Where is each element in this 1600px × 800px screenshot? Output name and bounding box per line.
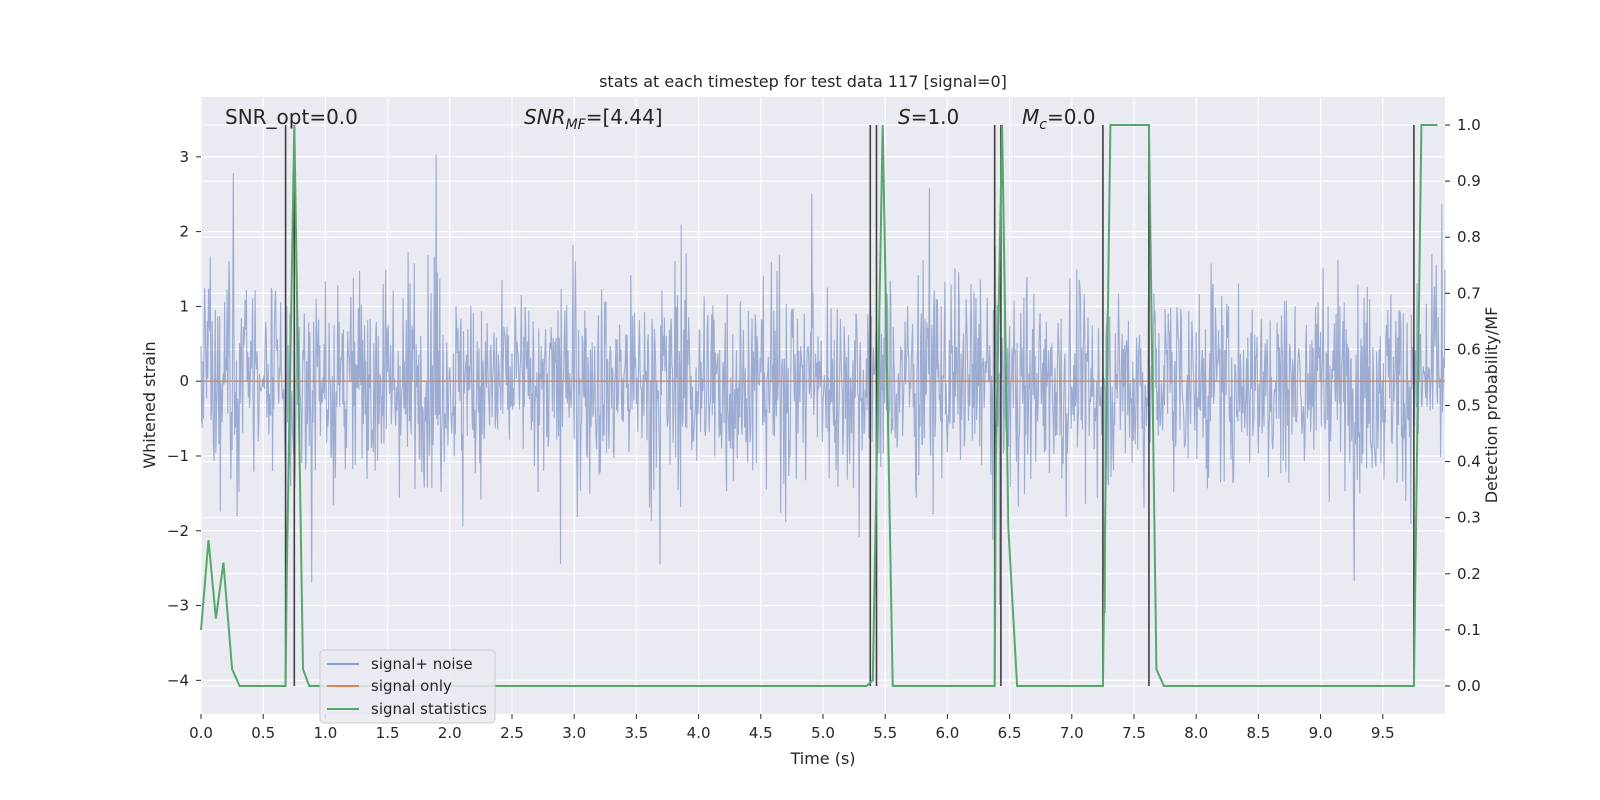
y2-tick-label: 0.1 [1457, 621, 1481, 639]
y2-tick-label: 0.2 [1457, 565, 1481, 583]
y-tick-label: −3 [167, 597, 189, 615]
legend: signal+ noise signal only signal statist… [319, 649, 496, 724]
y-tick-label: 1 [179, 297, 189, 315]
annotation-s-symbol: S [898, 105, 911, 129]
annotation-s-value: =1.0 [911, 105, 960, 129]
x-tick-label: 3.0 [562, 724, 586, 742]
vertical-markers [284, 125, 1415, 686]
y2-tick-label: 0.9 [1457, 172, 1481, 190]
y-axis-label: Whitened strain [140, 341, 159, 468]
signal-statistics-line [200, 124, 1438, 687]
legend-label-signal-only: signal only [371, 677, 452, 695]
y2-tick-label: 0.4 [1457, 453, 1481, 471]
annotation-snr-mf-subscript: MF [566, 117, 587, 133]
y-tick-label: 2 [179, 223, 189, 241]
y-tick-label: −2 [167, 522, 189, 540]
x-tick-label: 8.5 [1246, 724, 1270, 742]
annotation-mc: Mc=0.0 [1022, 105, 1096, 133]
y2-axis-label: Detection probability/MF [1482, 307, 1501, 504]
legend-label-signal-noise: signal+ noise [371, 655, 473, 673]
signal-noise-line [200, 154, 1446, 614]
y2-tick-label: 1.0 [1457, 116, 1481, 134]
x-tick-label: 4.0 [687, 724, 711, 742]
x-tick-label: 1.5 [376, 724, 400, 742]
y-tick-label: −1 [167, 447, 189, 465]
y-axis-ticks: −4 −3 −2 −1 0 1 2 3 [167, 148, 201, 689]
y2-axis-ticks: 0.0 0.1 0.2 0.3 0.4 0.5 0.6 0.7 0.8 0.9 1.0 [1445, 116, 1481, 695]
y2-tick-label: 0.3 [1457, 509, 1481, 527]
x-tick-label: 0.0 [189, 724, 213, 742]
annotation-mc-symbol: M [1022, 105, 1039, 129]
y2-tick-label: 0.6 [1457, 340, 1481, 358]
x-axis-ticks: 0.0 0.5 1.0 1.5 2.0 2.5 3.0 3.5 4.0 4.5 5.0 5.5 6.0 6… [189, 714, 1395, 742]
y2-tick-label: 0.7 [1457, 284, 1481, 302]
annotation-s: S=1.0 [898, 105, 959, 129]
annotation-mc-subscript: c [1039, 117, 1047, 133]
annotation-snr-mf: SNRMF=[4.44] [524, 105, 663, 133]
x-tick-label: 1.0 [313, 724, 337, 742]
x-tick-label: 5.5 [873, 724, 897, 742]
x-tick-label: 6.5 [998, 724, 1022, 742]
y2-tick-label: 0.8 [1457, 228, 1481, 246]
x-tick-label: 6.0 [935, 724, 959, 742]
x-tick-label: 4.5 [749, 724, 773, 742]
annotation-snr-mf-value: =[4.44] [586, 105, 663, 129]
x-tick-label: 5.0 [811, 724, 835, 742]
x-tick-label: 0.5 [251, 724, 275, 742]
y-tick-label: 3 [179, 148, 189, 166]
x-axis-label: Time (s) [789, 749, 855, 768]
x-tick-label: 2.0 [438, 724, 462, 742]
x-tick-label: 3.5 [624, 724, 648, 742]
chart-title: stats at each timestep for test data 117… [599, 72, 1007, 91]
annotation-snr-mf-symbol: SNR [524, 105, 566, 129]
x-tick-label: 7.5 [1122, 724, 1146, 742]
x-tick-label: 7.0 [1060, 724, 1084, 742]
signal-statistics-trace [200, 124, 1438, 687]
y-tick-label: 0 [179, 372, 189, 390]
annotations: SNR_opt=0.0 SNRMF=[4.44] S=1.0 Mc=0.0 [225, 105, 1096, 133]
x-tick-label: 9.5 [1371, 724, 1395, 742]
legend-label-signal-statistics: signal statistics [371, 700, 487, 718]
y-tick-label: −4 [167, 671, 189, 689]
y2-tick-label: 0.5 [1457, 397, 1481, 415]
x-tick-label: 8.0 [1184, 724, 1208, 742]
x-tick-label: 2.5 [500, 724, 524, 742]
noise-trace [200, 154, 1446, 614]
x-tick-label: 9.0 [1309, 724, 1333, 742]
y2-tick-label: 0.0 [1457, 677, 1481, 695]
legend-box [319, 649, 496, 724]
annotation-snr-opt: SNR_opt=0.0 [225, 105, 358, 129]
annotation-mc-value: =0.0 [1047, 105, 1096, 129]
